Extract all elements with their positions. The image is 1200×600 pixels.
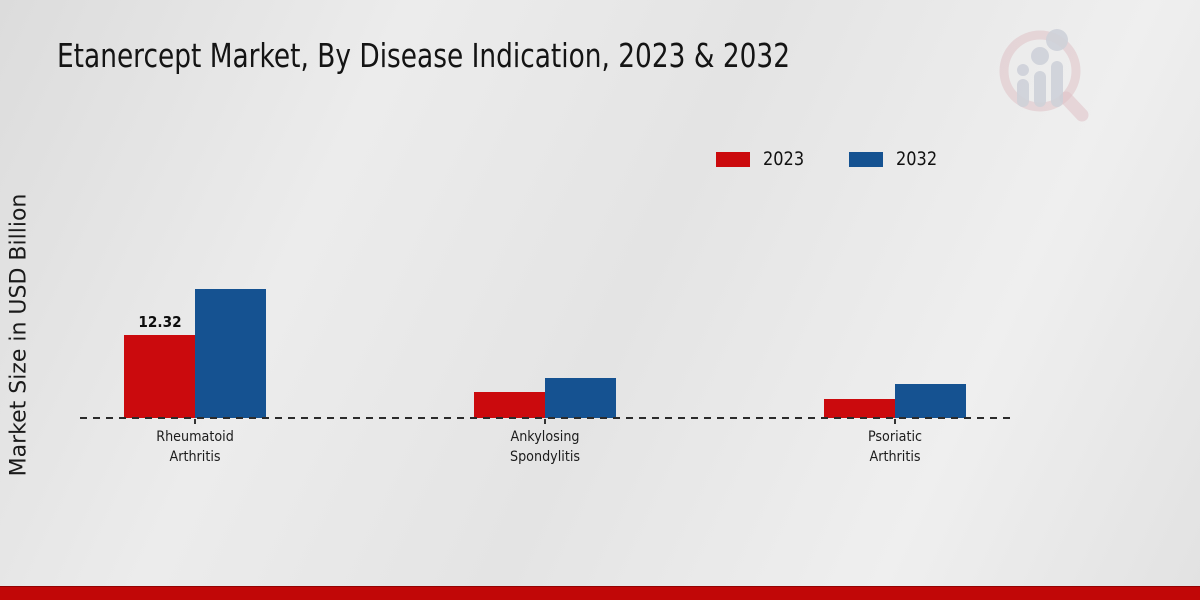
bar-2023-ankylosing-spondylitis: [474, 392, 545, 418]
chart-title: Etanercept Market, By Disease Indication…: [57, 36, 790, 75]
x-label-rheumatoid-arthritis: Rheumatoid Arthritis: [107, 427, 283, 467]
bar-2032-ankylosing-spondylitis: [545, 378, 616, 418]
legend: 2023 2032: [716, 148, 945, 170]
x-tick-ankylosing-spondylitis: [544, 419, 546, 424]
footer-red-bar: [0, 586, 1200, 600]
legend-item-2023: 2023: [716, 148, 811, 170]
x-label-line2: Arthritis: [869, 449, 921, 465]
x-tick-rheumatoid-arthritis: [194, 419, 196, 424]
legend-swatch-2023: [716, 151, 750, 167]
x-label-ankylosing-spondylitis: Ankylosing Spondylitis: [457, 427, 633, 467]
x-label-line1: Psoriatic: [867, 429, 923, 445]
zero-axis-dashed-line: [80, 417, 1010, 419]
bar-2023-rheumatoid-arthritis: [124, 335, 195, 418]
x-label-line2: Arthritis: [169, 449, 221, 465]
legend-label-2023: 2023: [763, 148, 805, 170]
x-label-psoriatic-arthritis: Psoriatic Arthritis: [807, 427, 983, 467]
bar-2023-psoriatic-arthritis: [824, 399, 895, 418]
bar-2032-psoriatic-arthritis: [895, 384, 966, 418]
x-label-line1: Ankylosing: [510, 429, 580, 445]
legend-item-2032: 2032: [849, 148, 944, 170]
x-label-line2: Spondylitis: [509, 449, 581, 465]
bar-2032-rheumatoid-arthritis: [195, 289, 266, 418]
x-tick-psoriatic-arthritis: [894, 419, 896, 424]
magnifier-bar-chart-logo-icon: [999, 29, 1089, 122]
legend-swatch-2032: [849, 151, 884, 167]
value-label-2023-rheumatoid-arthritis: 12.32: [137, 313, 182, 331]
legend-label-2032: 2032: [896, 148, 938, 170]
x-label-line1: Rheumatoid: [156, 429, 234, 445]
